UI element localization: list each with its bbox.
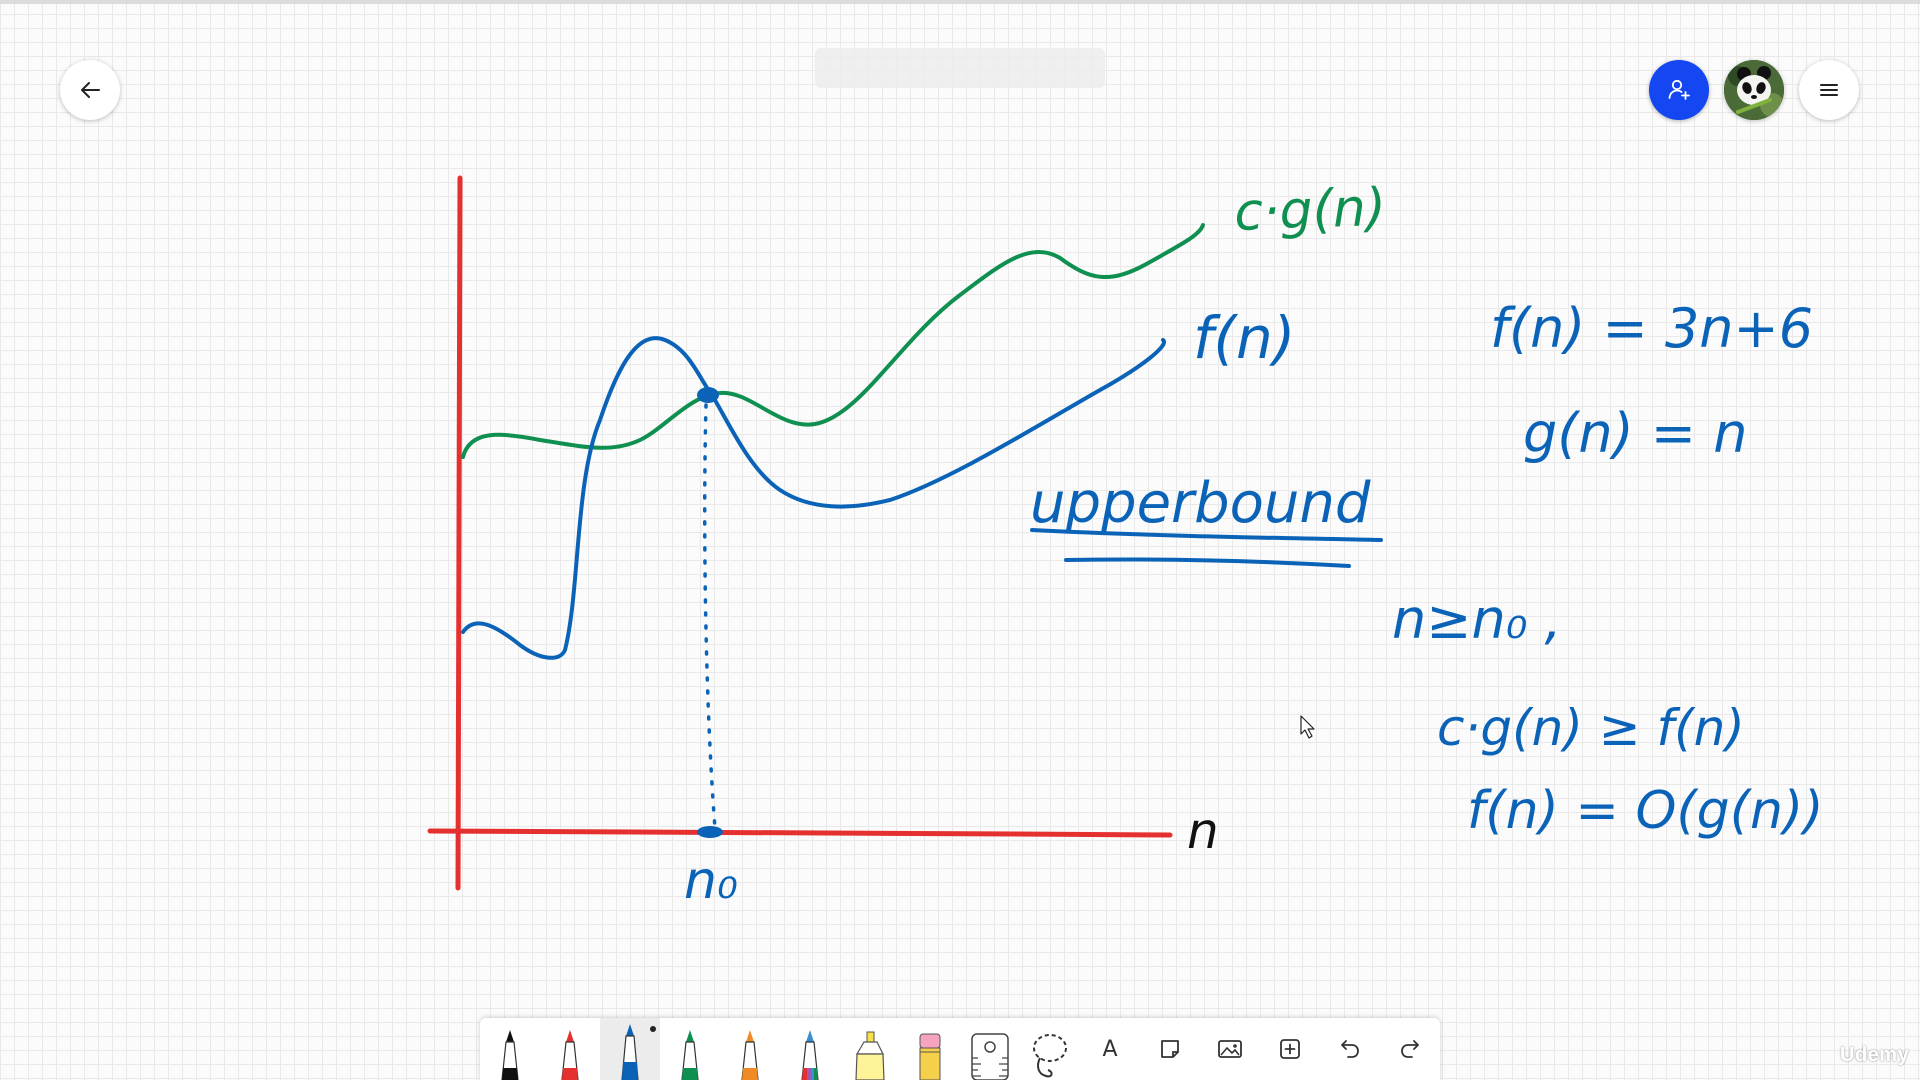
text-tool[interactable]: A [1080,1018,1140,1080]
orange-pen-tool[interactable] [720,1018,780,1080]
share-board-button[interactable] [1649,60,1709,120]
lasso-tool[interactable] [1020,1018,1080,1080]
n0-label: n₀ [684,851,738,911]
eraser-icon [919,1033,941,1080]
upperbound-underline-1 [1030,528,1383,542]
f-label: f(n) [1193,304,1295,372]
sticky-note-tool[interactable] [1140,1018,1200,1080]
blue-pen-tool[interactable] [600,1018,660,1080]
rainbow-pen-icon [801,1030,819,1080]
drawing-toolbar: A [480,1018,1440,1080]
x-axis-stroke [427,828,1173,838]
menu-button[interactable] [1799,60,1859,120]
udemy-watermark: Udemy [1840,1044,1910,1066]
add-user-icon [1668,79,1690,100]
board-title-blurred [815,48,1105,88]
eq-g-label: g(n) = n [1523,402,1747,465]
image-icon [1218,1040,1242,1058]
upperbound-underline-2 [1064,557,1351,568]
panda-avatar-image [1724,60,1784,120]
eraser-tool[interactable] [900,1018,960,1080]
text-icon: A [1102,1036,1118,1062]
rainbow-pen-tool[interactable] [780,1018,840,1080]
n0-axis-point [697,826,723,838]
green-pen-tool[interactable] [660,1018,720,1080]
hamburger-menu-icon [1820,84,1838,96]
cond-n-label: n≥n₀ , [1392,588,1562,651]
ruler-tool[interactable] [960,1018,1020,1080]
y-axis-stroke [455,175,463,891]
user-avatar[interactable] [1724,60,1784,120]
intersection-point [697,387,719,403]
cg-label: c·g(n) [1233,178,1387,243]
cond-ineq-label: c·g(n) ≥ f(n) [1437,699,1745,757]
redo-icon [1401,1040,1419,1058]
image-tool[interactable] [1200,1018,1260,1080]
undo-button[interactable] [1320,1018,1380,1080]
green-pen-icon [681,1030,699,1080]
red-pen-tool[interactable] [540,1018,600,1080]
n0-dotted-line [702,403,717,830]
n-axis-label: n [1187,802,1219,860]
add-icon [1280,1039,1300,1059]
lasso-icon [1033,1034,1067,1078]
undo-icon [1341,1040,1359,1058]
upperbound-label: upperbound [1030,471,1371,536]
sticky-note-icon [1161,1040,1179,1058]
eq-f-label: f(n) = 3n+6 [1490,297,1813,360]
back-button[interactable] [60,60,120,120]
redo-button[interactable] [1380,1018,1440,1080]
ruler-icon [971,1033,1009,1080]
big-o-label: f(n) = O(g(n)) [1467,781,1824,841]
red-pen-icon [561,1030,579,1080]
highlighter-icon [855,1031,885,1080]
black-pen-tool[interactable] [480,1018,540,1080]
f-curve-stroke [461,336,1167,660]
black-pen-icon [501,1030,519,1080]
orange-pen-icon [741,1030,759,1080]
highlighter-tool[interactable] [840,1018,900,1080]
cg-curve-stroke [461,223,1205,459]
add-tool[interactable] [1260,1018,1320,1080]
blue-pen-icon [621,1024,639,1080]
arrow-left-icon [81,82,100,98]
top-strip [0,0,1920,4]
mouse-cursor-icon [1300,715,1315,739]
selected-indicator [650,1026,656,1032]
